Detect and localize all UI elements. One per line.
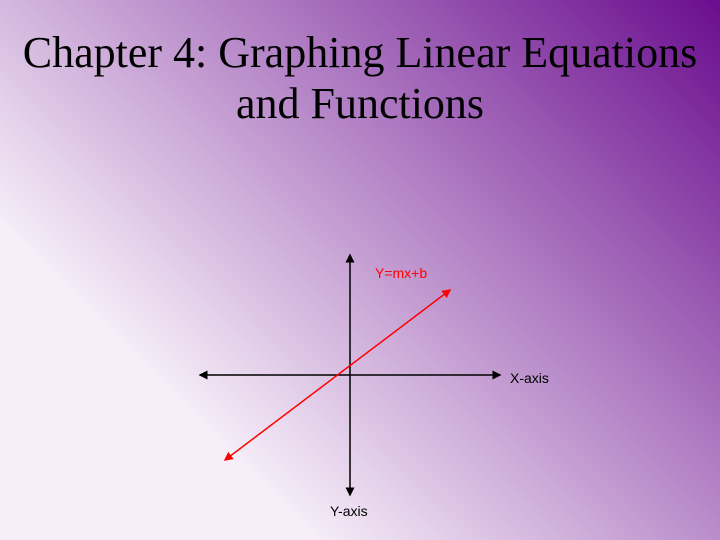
- coordinate-graph: X-axis Y-axis Y=mx+b: [180, 245, 560, 515]
- x-axis-label: X-axis: [510, 370, 549, 386]
- y-axis-label: Y-axis: [330, 503, 368, 519]
- line-equation-label: Y=mx+b: [375, 265, 427, 281]
- graph-svg: [180, 245, 560, 515]
- slide-title: Chapter 4: Graphing Linear Equations and…: [0, 28, 720, 129]
- slide: Chapter 4: Graphing Linear Equations and…: [0, 0, 720, 540]
